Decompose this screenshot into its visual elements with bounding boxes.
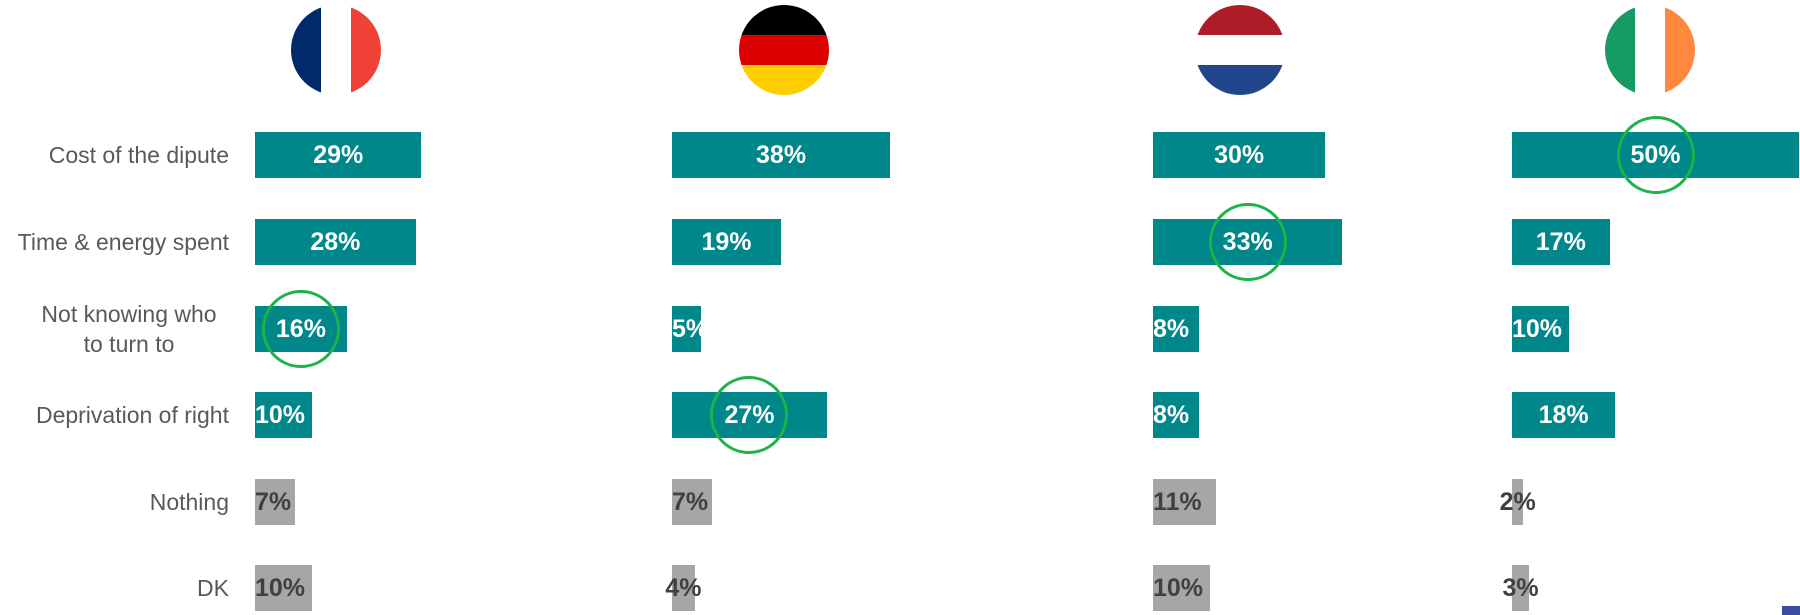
- bar: [255, 565, 313, 611]
- bar: [255, 219, 416, 265]
- bar: [1153, 565, 1211, 611]
- bar: [672, 479, 713, 525]
- value-label: 29%: [313, 141, 364, 169]
- bar: [1512, 392, 1616, 438]
- category-label: Nothing: [149, 489, 229, 515]
- bar: [1512, 479, 1524, 525]
- highlight-ring: [710, 376, 789, 454]
- category-label: DK: [197, 575, 229, 601]
- bar: [255, 392, 313, 438]
- bar: [1512, 306, 1570, 352]
- value-label: 30%: [1214, 141, 1265, 169]
- bar: [672, 132, 891, 178]
- bar: [672, 565, 695, 611]
- value-label: 10%: [255, 401, 306, 429]
- bar: [1153, 306, 1199, 352]
- value-label: 8%: [1153, 401, 1190, 429]
- value-label: 38%: [756, 141, 807, 169]
- bar: [672, 219, 782, 265]
- highlight-ring: [1616, 116, 1695, 194]
- value-label: 10%: [1512, 315, 1563, 343]
- bar: [255, 132, 422, 178]
- value-label: 4%: [665, 574, 702, 602]
- value-label: 11%: [1153, 488, 1202, 516]
- bar: [255, 479, 296, 525]
- value-label: 19%: [701, 228, 752, 256]
- bar: [1153, 392, 1199, 438]
- flag-france: [291, 5, 381, 95]
- value-label: 10%: [1153, 574, 1204, 602]
- bar: [1512, 565, 1530, 611]
- bar: [1512, 219, 1610, 265]
- bar: [1153, 479, 1217, 525]
- category-label: Deprivation of right: [35, 402, 229, 428]
- category-label: Not knowing who to turn to: [41, 301, 217, 357]
- value-label: 8%: [1153, 315, 1190, 343]
- value-label: 5%: [672, 315, 709, 343]
- value-label: 28%: [310, 228, 361, 256]
- category-label: Time & energy spent: [17, 229, 229, 255]
- value-label: 18%: [1538, 401, 1589, 429]
- value-label: 17%: [1535, 228, 1586, 256]
- bar: [1153, 132, 1326, 178]
- value-label: 7%: [672, 488, 709, 516]
- highlight-ring: [1208, 203, 1287, 281]
- highlight-ring: [261, 290, 340, 368]
- corner-mark: [1782, 606, 1800, 615]
- bar: [672, 306, 701, 352]
- value-label: 7%: [255, 488, 292, 516]
- category-label: Cost of the dipute: [48, 142, 229, 168]
- value-label: 3%: [1502, 574, 1539, 602]
- value-label: 10%: [255, 574, 306, 602]
- value-label: 2%: [1499, 488, 1536, 516]
